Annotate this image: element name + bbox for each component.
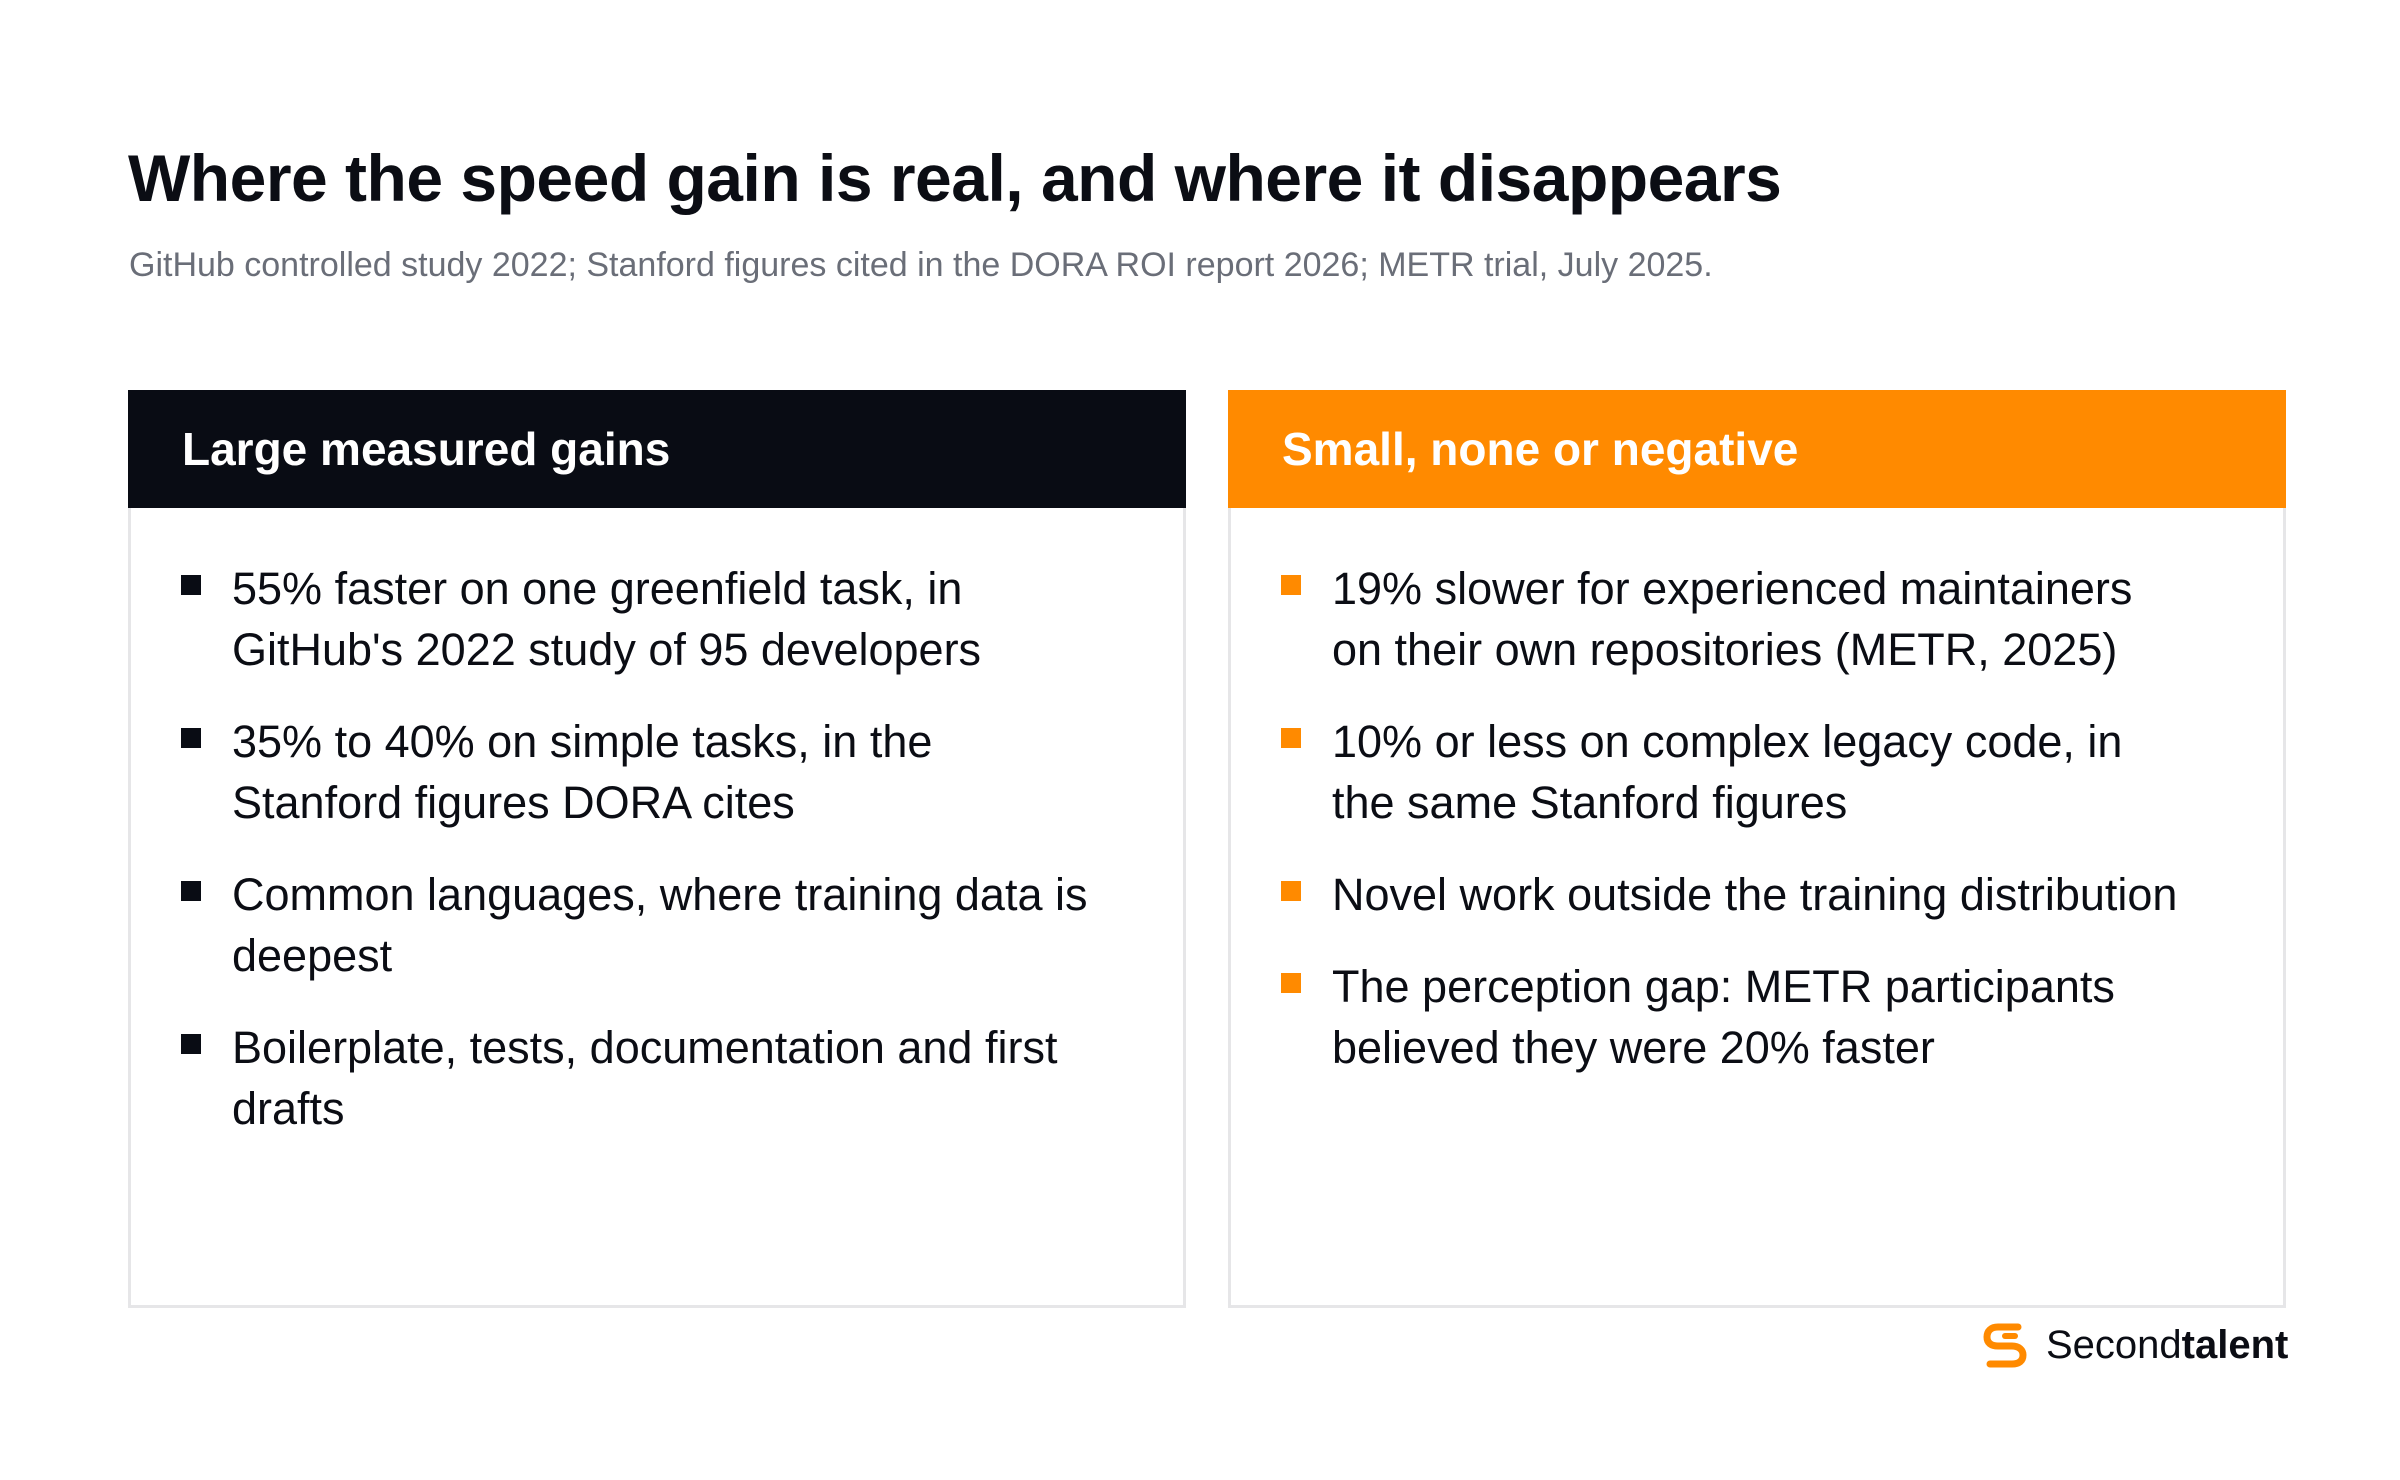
square-bullet-icon (1281, 973, 1301, 993)
list-item-text: Novel work outside the training distribu… (1332, 869, 2178, 920)
square-bullet-icon (1281, 575, 1301, 595)
list-item-text: 35% to 40% on simple tasks, in the Stanf… (232, 716, 933, 828)
page-title: Where the speed gain is real, and where … (128, 141, 1782, 215)
limits-list: 19% slower for experienced maintainers o… (1231, 558, 2283, 1109)
list-item: 35% to 40% on simple tasks, in the Stanf… (131, 711, 1092, 833)
square-bullet-icon (1281, 728, 1301, 748)
list-item-text: Boilerplate, tests, documentation and fi… (232, 1022, 1058, 1134)
secondtalent-logo-icon (1983, 1323, 2027, 1368)
square-bullet-icon (181, 881, 201, 901)
square-bullet-icon (181, 728, 201, 748)
brand-name-light: Second (2046, 1322, 2182, 1367)
square-bullet-icon (181, 1034, 201, 1054)
list-item: 55% faster on one greenfield task, in Gi… (131, 558, 1092, 680)
list-item: 19% slower for experienced maintainers o… (1231, 558, 2192, 680)
gains-card-heading: Large measured gains (128, 390, 1186, 508)
list-item-text: Common languages, where training data is… (232, 869, 1088, 981)
list-item-text: 10% or less on complex legacy code, in t… (1332, 716, 2123, 828)
limits-card: Small, none or negative 19% slower for e… (1228, 390, 2286, 1308)
list-item: 10% or less on complex legacy code, in t… (1231, 711, 2192, 833)
square-bullet-icon (181, 575, 201, 595)
list-item: The perception gap: METR participants be… (1231, 956, 2192, 1078)
brand-name-bold: talent (2181, 1322, 2289, 1367)
square-bullet-icon (1281, 881, 1301, 901)
list-item-text: 55% faster on one greenfield task, in Gi… (232, 563, 982, 675)
page-subtitle: GitHub controlled study 2022; Stanford f… (129, 246, 1713, 284)
gains-list: 55% faster on one greenfield task, in Gi… (131, 558, 1183, 1170)
list-item: Novel work outside the training distribu… (1231, 864, 2192, 925)
list-item: Common languages, where training data is… (131, 864, 1092, 986)
list-item-text: 19% slower for experienced maintainers o… (1332, 563, 2133, 675)
limits-card-heading: Small, none or negative (1228, 390, 2286, 508)
list-item-text: The perception gap: METR participants be… (1332, 961, 2115, 1073)
gains-card: Large measured gains 55% faster on one g… (128, 390, 1186, 1308)
list-item: Boilerplate, tests, documentation and fi… (131, 1017, 1092, 1139)
brand-logo: Secondtalent (1978, 1316, 2288, 1374)
brand-name: Secondtalent (2046, 1323, 2288, 1368)
